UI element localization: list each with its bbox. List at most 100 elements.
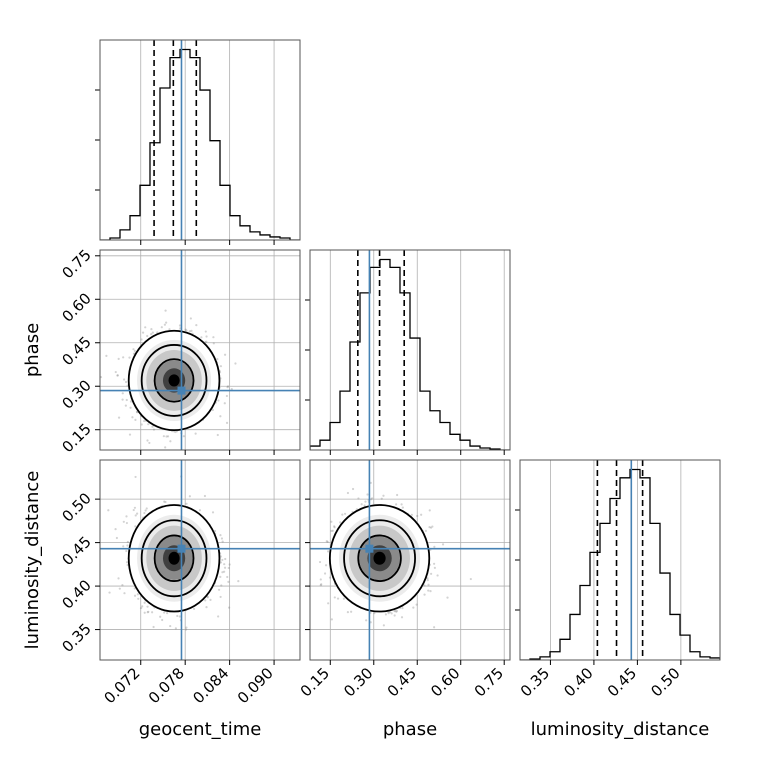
sample-point xyxy=(223,566,227,569)
density-level xyxy=(373,551,386,565)
sample-point xyxy=(152,428,156,431)
sample-point xyxy=(330,618,333,621)
sample-point xyxy=(357,497,360,500)
sample-point xyxy=(400,503,403,506)
sample-point xyxy=(429,590,432,593)
sample-point xyxy=(166,612,169,615)
sample-point xyxy=(150,333,153,336)
x-tick-label: 0.50 xyxy=(647,664,683,700)
sample-point xyxy=(169,624,172,628)
y-tick-label: 0.75 xyxy=(58,246,94,282)
sample-point xyxy=(223,570,226,573)
sample-point xyxy=(137,597,140,600)
sample-point xyxy=(326,540,329,543)
sample-point xyxy=(351,487,355,491)
sample-point xyxy=(390,612,393,615)
sample-point xyxy=(342,597,345,600)
sample-point xyxy=(426,579,429,582)
sample-point xyxy=(116,374,119,377)
sample-point xyxy=(204,330,207,333)
sample-point xyxy=(423,593,426,596)
sample-point xyxy=(151,331,154,334)
sample-point xyxy=(122,378,126,381)
sample-point xyxy=(184,328,187,331)
sample-point xyxy=(428,509,431,512)
sample-point xyxy=(125,515,128,518)
y-axis-label-luminosity_distance: luminosity_distance xyxy=(22,471,43,650)
sample-point xyxy=(151,425,154,428)
sample-point xyxy=(393,614,396,617)
sample-point xyxy=(350,610,353,613)
contour-line xyxy=(328,504,431,613)
density-level xyxy=(168,551,180,565)
sample-point xyxy=(134,418,137,421)
sample-point xyxy=(165,321,168,324)
sample-point xyxy=(205,335,208,338)
sample-point xyxy=(384,613,387,616)
sample-point xyxy=(169,440,172,443)
sample-point xyxy=(117,577,120,580)
axes-phase-luminosity_distance xyxy=(309,459,511,661)
axes-geocent_time-luminosity_distance xyxy=(99,459,301,661)
sample-point xyxy=(227,566,230,570)
sample-point xyxy=(211,511,215,514)
sample-point xyxy=(185,502,188,505)
sample-point xyxy=(410,513,413,516)
sample-point xyxy=(226,386,229,389)
sample-point xyxy=(219,365,223,368)
sample-point xyxy=(324,564,328,567)
sample-point xyxy=(121,584,124,587)
sample-point xyxy=(143,611,146,614)
sample-point xyxy=(163,611,166,614)
sample-point xyxy=(114,528,117,531)
sample-point xyxy=(146,611,149,614)
y-tick-label: 0.35 xyxy=(58,620,94,656)
x-axis-label-phase: phase xyxy=(383,719,437,740)
sample-point xyxy=(433,566,436,569)
sample-point xyxy=(396,493,399,497)
sample-point xyxy=(400,616,404,619)
sample-point xyxy=(416,514,419,518)
sample-point xyxy=(382,494,385,497)
sample-point xyxy=(122,545,125,548)
sample-point xyxy=(370,497,374,500)
sample-point xyxy=(395,610,398,613)
sample-point xyxy=(133,506,137,509)
grid-lines xyxy=(550,460,682,660)
axes-geocent_time xyxy=(99,39,301,241)
sample-point xyxy=(423,584,426,587)
sample-point xyxy=(143,511,146,515)
sample-point xyxy=(221,571,224,574)
axes-phase xyxy=(309,249,511,451)
sample-point xyxy=(125,398,128,402)
sample-point xyxy=(346,610,350,614)
sample-point xyxy=(140,423,143,426)
x-tick-label: 0.45 xyxy=(384,664,420,700)
y-tick-label: 0.45 xyxy=(58,533,94,569)
x-tick-label: 0.35 xyxy=(517,664,553,700)
sample-point xyxy=(176,614,179,618)
sample-point xyxy=(224,557,227,561)
sample-point xyxy=(336,597,340,600)
sample-point xyxy=(128,433,132,436)
sample-point xyxy=(144,326,147,329)
sample-point xyxy=(220,537,224,540)
sample-point xyxy=(319,584,322,587)
x-tick-label: 0.30 xyxy=(340,664,376,700)
sample-point xyxy=(153,452,155,454)
x-axis-label-geocent_time: geocent_time xyxy=(139,719,262,740)
sample-point xyxy=(212,342,215,345)
sample-point xyxy=(200,336,203,339)
sample-point xyxy=(126,540,129,544)
sample-point xyxy=(328,576,332,579)
sample-point xyxy=(134,475,137,479)
sample-point xyxy=(122,356,125,359)
sample-point xyxy=(431,525,434,528)
sample-point xyxy=(420,513,423,516)
sample-point xyxy=(121,398,124,401)
sample-point xyxy=(159,615,162,618)
contour-line xyxy=(343,519,416,598)
sample-point xyxy=(412,606,415,609)
sample-point xyxy=(184,628,188,631)
sample-point xyxy=(223,353,227,356)
